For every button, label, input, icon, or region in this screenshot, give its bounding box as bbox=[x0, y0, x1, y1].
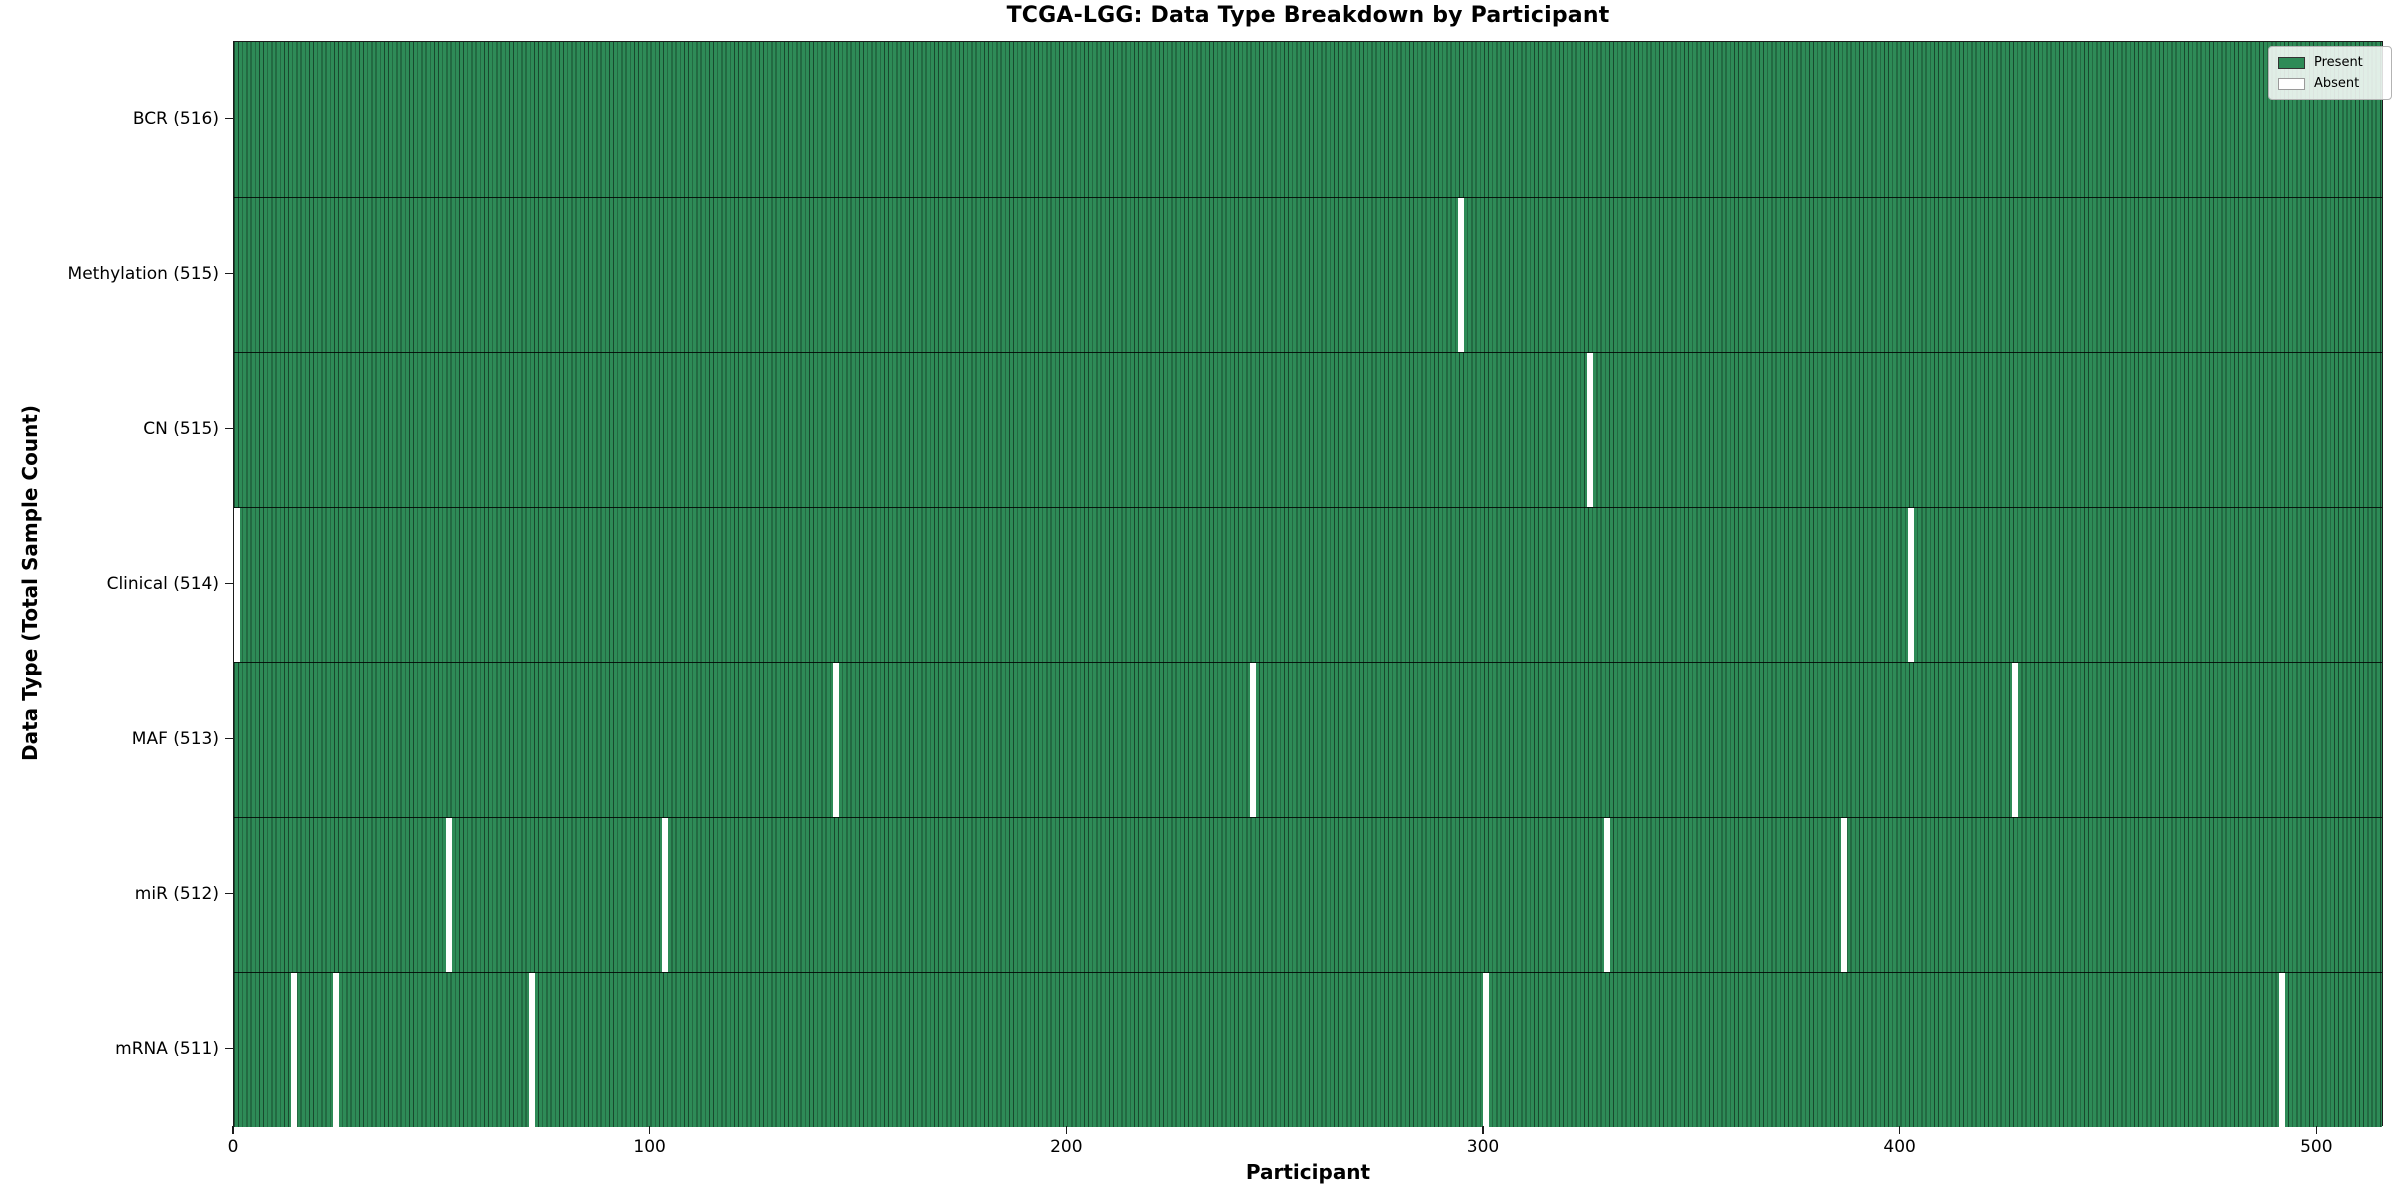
chart-title: TCGA-LGG: Data Type Breakdown by Partici… bbox=[1006, 3, 1610, 28]
y-tick-label: miR (512) bbox=[134, 883, 219, 904]
y-tick-label: mRNA (511) bbox=[115, 1038, 219, 1059]
x-tick-label: 200 bbox=[1050, 1137, 1083, 1157]
absent-gap bbox=[291, 973, 298, 1127]
absent-gap bbox=[662, 818, 669, 972]
y-tick-mark bbox=[225, 117, 233, 120]
absent-gap bbox=[333, 973, 339, 1127]
legend-item-present: Present bbox=[2278, 52, 2383, 73]
data-row-MAF bbox=[234, 662, 2382, 817]
legend-label-absent: Absent bbox=[2314, 76, 2360, 91]
absent-gap bbox=[833, 663, 839, 817]
x-tick-label: 0 bbox=[227, 1137, 239, 1157]
data-row-CN bbox=[234, 352, 2382, 507]
legend-label-present: Present bbox=[2314, 55, 2363, 70]
absent-gap bbox=[1587, 353, 1594, 507]
data-row-Methylation bbox=[234, 197, 2382, 352]
plot-area bbox=[233, 41, 2383, 1127]
x-tick-label: 100 bbox=[633, 1137, 666, 1157]
x-tick-mark bbox=[2315, 1126, 2318, 1134]
absent-gap bbox=[234, 508, 240, 662]
x-tick-mark bbox=[232, 1126, 234, 1134]
y-tick-label: Methylation (515) bbox=[67, 263, 219, 284]
absent-gap bbox=[1841, 818, 1848, 972]
absent-gap bbox=[445, 818, 452, 972]
data-row-Clinical bbox=[234, 507, 2382, 662]
x-tick-mark bbox=[1482, 1126, 1484, 1134]
absent-gap bbox=[2278, 973, 2285, 1127]
y-tick-label: MAF (513) bbox=[131, 728, 219, 749]
absent-gap bbox=[1908, 508, 1914, 662]
legend-item-absent: Absent bbox=[2278, 73, 2383, 94]
absent-swatch-icon bbox=[2278, 77, 2305, 90]
absent-gap bbox=[528, 973, 535, 1127]
data-row-BCR bbox=[234, 42, 2382, 197]
absent-gap bbox=[1483, 973, 1489, 1127]
x-tick-mark bbox=[1065, 1126, 1068, 1134]
x-tick-mark bbox=[1898, 1126, 1901, 1134]
y-tick-mark bbox=[225, 427, 233, 430]
y-tick-mark bbox=[225, 582, 233, 585]
y-tick-mark bbox=[225, 892, 233, 895]
absent-gap bbox=[1603, 818, 1610, 972]
present-swatch-icon bbox=[2278, 56, 2305, 69]
y-tick-label: CN (515) bbox=[143, 418, 219, 439]
absent-gap bbox=[2012, 663, 2019, 817]
x-tick-mark bbox=[648, 1126, 651, 1134]
data-row-mRNA bbox=[234, 972, 2382, 1127]
x-axis-title: Participant bbox=[1245, 1160, 1371, 1184]
y-tick-label: Clinical (514) bbox=[106, 573, 219, 594]
y-tick-mark bbox=[225, 1047, 233, 1050]
legend: Present Absent bbox=[2268, 46, 2392, 100]
y-tick-mark bbox=[225, 272, 233, 275]
y-tick-label: BCR (516) bbox=[132, 108, 219, 129]
absent-gap bbox=[1458, 198, 1464, 352]
data-row-miR bbox=[234, 817, 2382, 972]
y-tick-mark bbox=[225, 737, 233, 740]
x-tick-label: 500 bbox=[2300, 1137, 2333, 1157]
x-tick-label: 400 bbox=[1883, 1137, 1916, 1157]
absent-gap bbox=[1249, 663, 1256, 817]
x-tick-label: 300 bbox=[1466, 1137, 1500, 1157]
